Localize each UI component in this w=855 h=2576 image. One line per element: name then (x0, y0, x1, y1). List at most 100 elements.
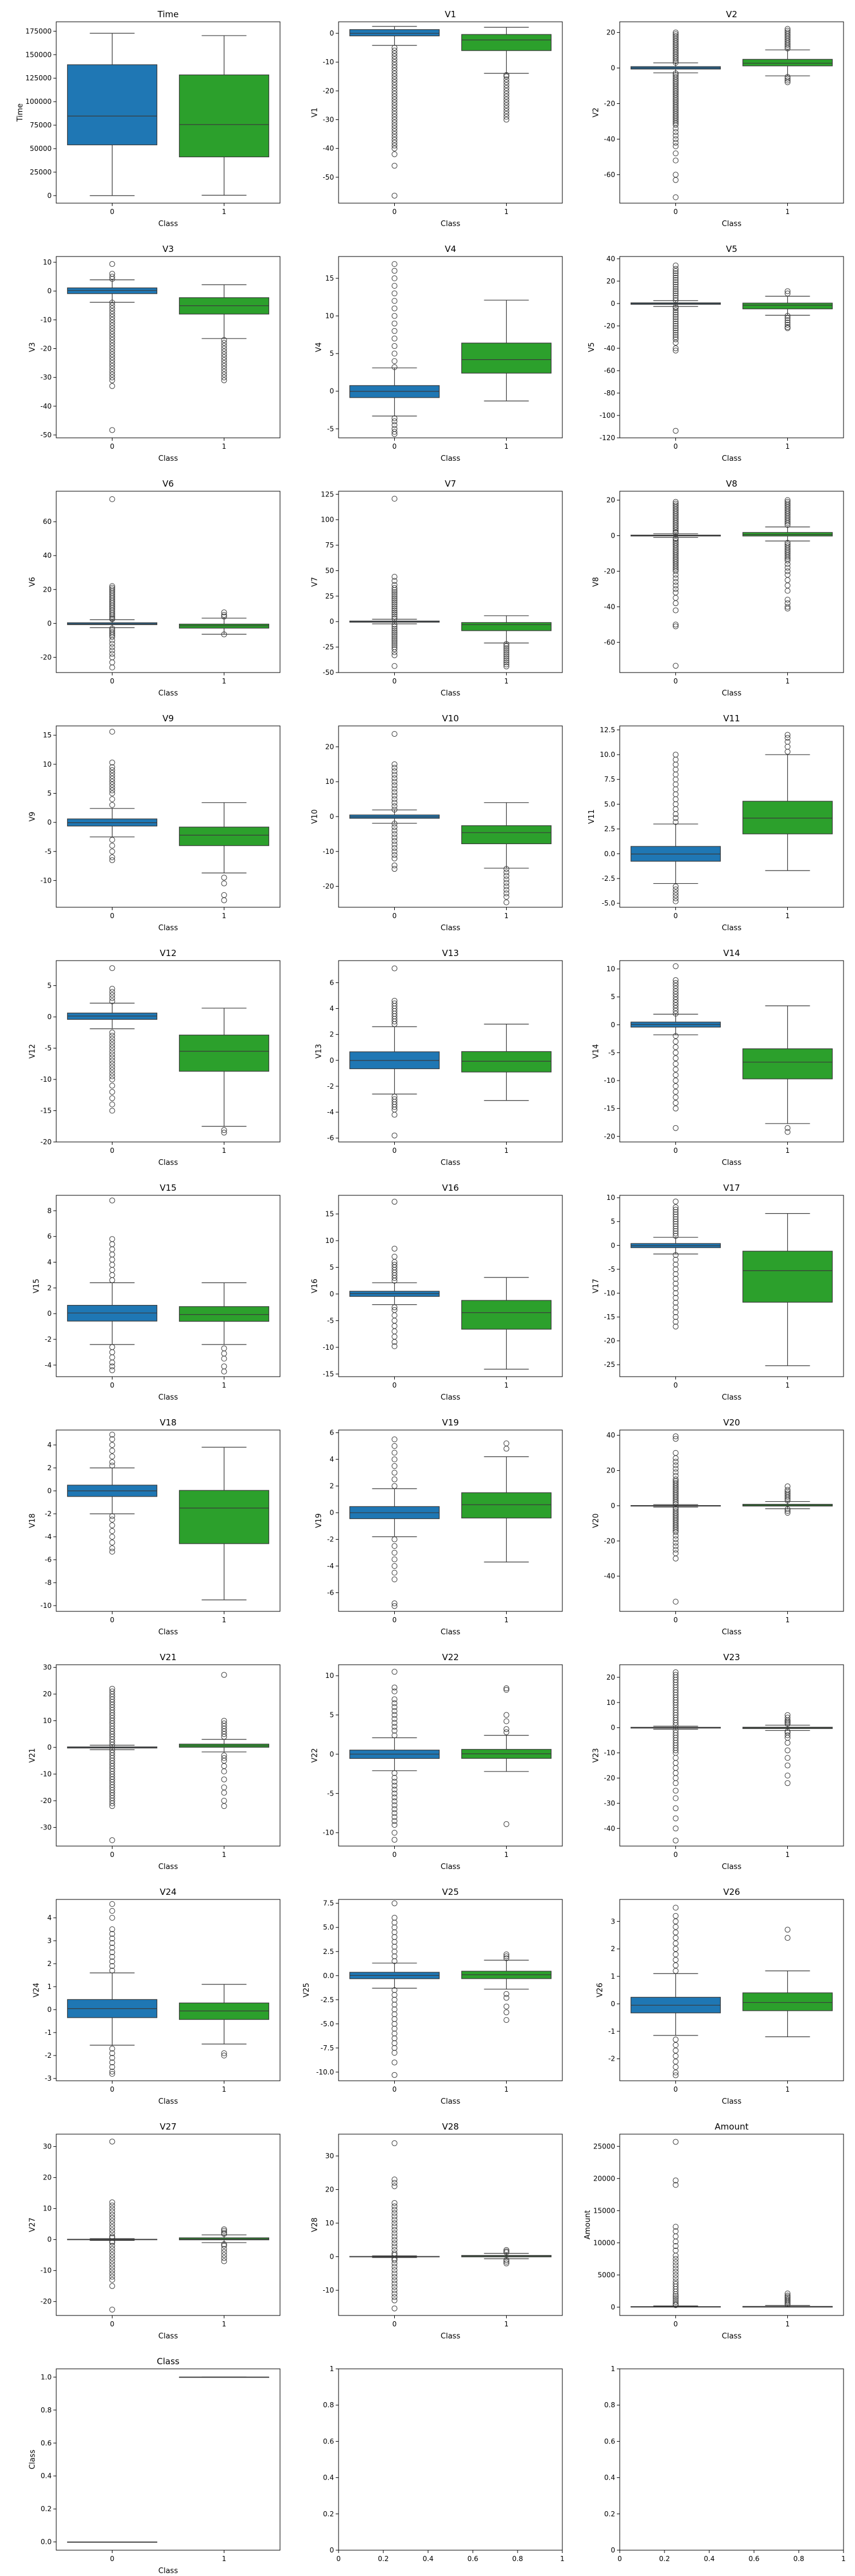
subplot-title: Time (157, 9, 179, 20)
outlier-point (221, 345, 227, 352)
outlier-point (673, 1472, 679, 1479)
axes-frame (619, 1195, 844, 1377)
outlier-point (673, 1469, 679, 1475)
x-tick-label: 1 (786, 1147, 790, 1155)
outlier-point (391, 2223, 398, 2229)
outlier-point (673, 997, 679, 1003)
outlier-point (109, 631, 115, 637)
outlier-point (109, 2267, 115, 2274)
outlier-point (503, 114, 510, 120)
x-tick-label: 1 (504, 2320, 509, 2328)
outlier-point (503, 88, 510, 94)
outlier-point (109, 2274, 115, 2280)
outlier-point (109, 1442, 115, 1448)
outlier-point (391, 1261, 398, 1268)
outlier-point (784, 1780, 791, 1786)
outlier-point (784, 748, 791, 755)
y-axis-label: V27 (28, 2217, 37, 2232)
outlier-point (221, 2228, 227, 2234)
outlier-point (784, 604, 791, 610)
outlier-point (109, 2199, 115, 2205)
outlier-point (391, 1245, 398, 1252)
outlier-point (109, 1459, 115, 1465)
y-tick-label: 0 (47, 287, 52, 295)
outlier-point (109, 496, 115, 502)
axes-frame (338, 1429, 563, 1612)
x-tick-label: 0.2 (659, 2555, 670, 2563)
outlier-point (673, 796, 679, 802)
y-axis-label: V2 (592, 107, 600, 117)
outlier-point (109, 784, 115, 791)
y-tick-label: 0 (329, 29, 334, 37)
outlier-point (673, 1309, 679, 1315)
outlier-point (673, 1078, 679, 1084)
outlier-point (673, 607, 679, 613)
outlier-point (503, 893, 510, 900)
outlier-point (391, 45, 398, 51)
y-tick-label: -40 (40, 402, 52, 410)
y-tick-label: -5 (45, 1044, 52, 1052)
y-tick-label: 1.0 (41, 2373, 52, 2381)
outlier-point (391, 426, 398, 432)
y-tick-label: -50 (40, 431, 52, 439)
subplot-title: V20 (723, 1417, 740, 1428)
outlier-point (391, 102, 398, 108)
outlier-point (391, 76, 398, 83)
outlier-point (109, 796, 115, 802)
outlier-point (391, 615, 398, 621)
x-tick-label: 0 (392, 677, 397, 685)
y-tick-label: 2.5 (323, 1948, 334, 1956)
outlier-point (391, 1708, 398, 1714)
subplot-v16: V16 0 1 Class -15 -10 -5 0 5 10 15 V16 (310, 1183, 563, 1402)
outlier-point (391, 1304, 398, 1311)
outlier-point (391, 652, 398, 658)
outlier-point (391, 663, 398, 669)
outlier-point (673, 1323, 679, 1330)
y-tick-label: 10 (325, 1672, 334, 1680)
y-tick-label: 20 (607, 29, 615, 37)
outlier-point (109, 340, 115, 346)
axes-frame (619, 2134, 844, 2316)
outlier-point (391, 53, 398, 60)
outlier-point (109, 654, 115, 660)
subplot-title: V16 (442, 1183, 458, 1193)
subplot-title: V26 (723, 1887, 740, 1897)
outlier-point (109, 1945, 115, 1951)
outlier-point (673, 2266, 679, 2272)
outlier-point (109, 1454, 115, 1459)
outlier-point (391, 2006, 398, 2012)
outlier-point (109, 1926, 115, 1932)
outlier-point (391, 642, 398, 648)
outlier-point (109, 1058, 115, 1064)
outlier-point (221, 337, 227, 343)
outlier-point (391, 1450, 398, 1456)
outlier-point (391, 1312, 398, 1319)
outlier-point (503, 655, 510, 662)
outlier-point (673, 1951, 679, 1957)
y-tick-label: 40 (607, 255, 615, 263)
y-tick-label: -2 (45, 1335, 52, 1343)
x-tick-label: 0 (674, 1147, 678, 1155)
outlier-point (673, 1747, 679, 1754)
y-tick-label: -6 (327, 1134, 334, 1142)
y-tick-label: -20 (322, 87, 334, 95)
outlier-point (503, 1821, 510, 1827)
outlier-point (109, 1262, 115, 1268)
outlier-point (109, 2245, 115, 2252)
outlier-point (784, 577, 791, 583)
outlier-point (391, 764, 398, 771)
outlier-point (109, 842, 115, 849)
x-tick-label: 1 (222, 442, 227, 450)
y-tick-label: 10 (607, 965, 615, 973)
y-tick-label: -4 (45, 1361, 52, 1369)
outlier-point (391, 62, 398, 68)
outlier-point (391, 1822, 398, 1828)
y-tick-label: -10.0 (316, 2068, 334, 2076)
iqr-box (742, 1992, 833, 2011)
outlier-point (673, 1536, 679, 1543)
subplot-class: Class 0 1 Class 0.0 0.2 0.4 0.6 0.8 1.0 Class (28, 2356, 281, 2575)
box-class-0 (630, 499, 721, 669)
outlier-point (673, 1228, 679, 1234)
subplot-title: V17 (723, 1183, 740, 1193)
outlier-point (221, 1363, 227, 1370)
